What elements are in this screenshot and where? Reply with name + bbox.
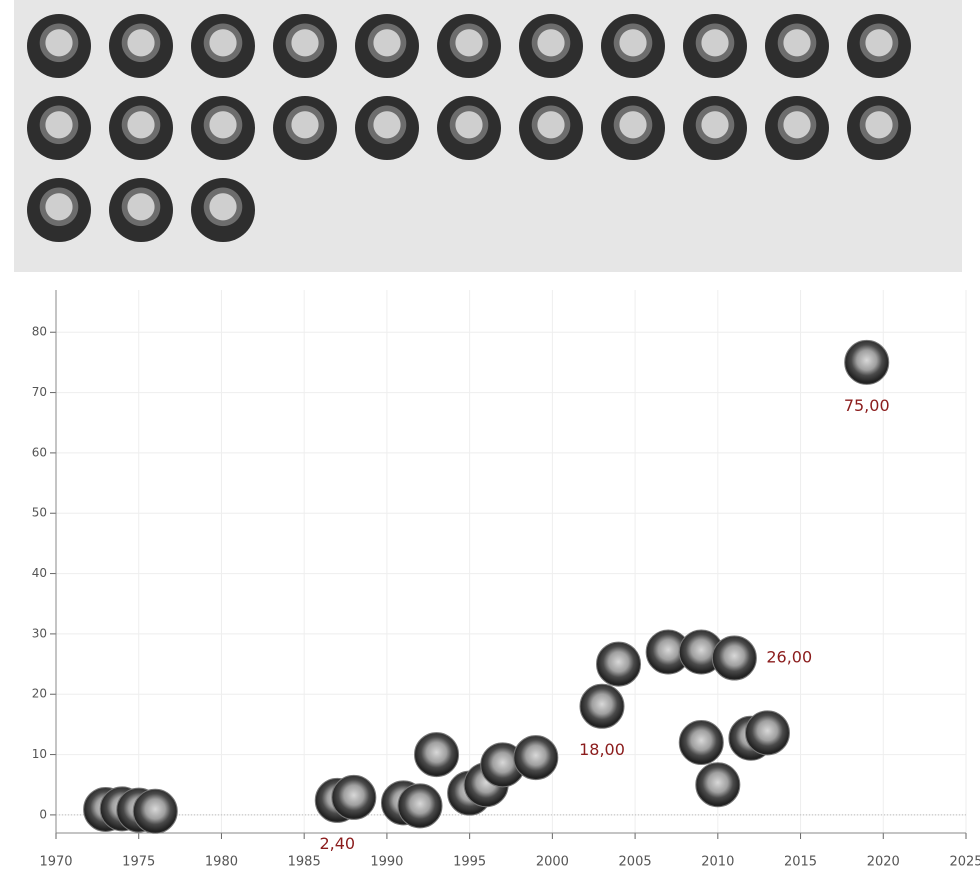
player-point [331, 774, 377, 820]
y-tick-label: 70 [32, 385, 47, 399]
player-photo[interactable] [27, 178, 91, 242]
player-photo[interactable] [109, 178, 173, 242]
player-point [744, 710, 790, 756]
player-photo[interactable] [437, 96, 501, 160]
player-photo[interactable] [437, 14, 501, 78]
player-point [579, 683, 625, 729]
player-point [513, 735, 559, 781]
player-point [695, 762, 741, 808]
y-tick-label: 40 [32, 566, 47, 580]
x-tick-label: 1995 [453, 855, 486, 870]
player-photo[interactable] [519, 96, 583, 160]
x-tick-label: 2010 [701, 855, 734, 870]
y-tick-label: 50 [32, 506, 47, 520]
player-point [596, 641, 642, 687]
player-photo[interactable] [27, 14, 91, 78]
player-point [414, 732, 460, 778]
player-photo[interactable] [191, 178, 255, 242]
player-photo[interactable] [601, 96, 665, 160]
x-tick-label: 1975 [122, 855, 155, 870]
x-tick-label: 2005 [619, 855, 652, 870]
x-tick-label: 1980 [205, 855, 238, 870]
player-photo[interactable] [683, 96, 747, 160]
value-label: 2,40 [319, 834, 355, 853]
player-photo[interactable] [355, 96, 419, 160]
player-photo[interactable] [847, 14, 911, 78]
y-tick-label: 0 [39, 807, 47, 821]
player-photo[interactable] [273, 14, 337, 78]
y-tick-label: 30 [32, 626, 47, 640]
x-tick-label: 2000 [536, 855, 569, 870]
x-tick-label: 1985 [288, 855, 321, 870]
player-photo[interactable] [109, 14, 173, 78]
x-tick-label: 1990 [370, 855, 403, 870]
player-photo[interactable] [355, 14, 419, 78]
x-tick-label: 1970 [39, 855, 72, 870]
player-photo[interactable] [683, 14, 747, 78]
player-photo[interactable] [27, 96, 91, 160]
player-photo[interactable] [601, 14, 665, 78]
player-point [132, 788, 178, 834]
player-point [711, 635, 757, 681]
player-point [678, 720, 724, 765]
value-label: 75,00 [844, 396, 890, 415]
y-tick-label: 80 [32, 325, 47, 339]
y-tick-label: 10 [32, 747, 47, 761]
player-photo[interactable] [109, 96, 173, 160]
player-photo[interactable] [519, 14, 583, 78]
value-label: 26,00 [766, 648, 812, 667]
player-photo[interactable] [273, 96, 337, 160]
player-photo[interactable] [847, 96, 911, 160]
x-tick-label: 2015 [784, 855, 817, 870]
x-tick-label: 2020 [867, 855, 900, 870]
player-photo[interactable] [765, 96, 829, 160]
x-tick-label: 2025 [949, 855, 980, 870]
player-point [844, 339, 890, 385]
value-label: 18,00 [579, 740, 625, 759]
player-point [397, 783, 443, 829]
player-photo[interactable] [191, 14, 255, 78]
y-tick-label: 60 [32, 445, 47, 459]
player-gallery [14, 0, 962, 272]
y-tick-label: 20 [32, 687, 47, 701]
player-photo[interactable] [191, 96, 255, 160]
player-photo[interactable] [765, 14, 829, 78]
